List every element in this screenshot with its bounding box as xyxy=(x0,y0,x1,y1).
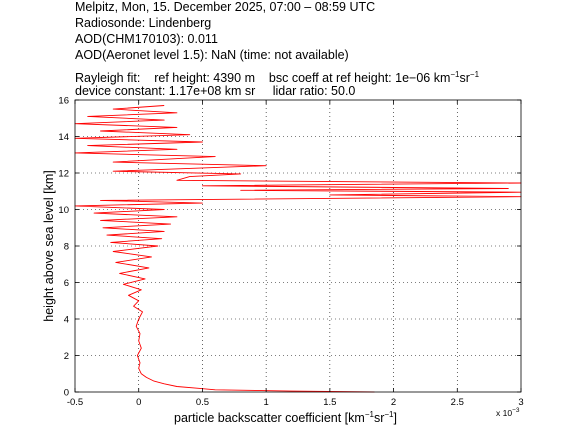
backscatter-profile-line xyxy=(74,105,522,393)
bsc-unit-exp1: −1 xyxy=(450,70,460,79)
radiosonde-line: Radiosonde: Lindenberg xyxy=(75,16,212,30)
device-constant-line: device constant: 1.17e+08 km sr lidar ra… xyxy=(75,84,355,98)
x-tick-label: 0 xyxy=(136,397,141,408)
rayleigh-fit-line: Rayleigh fit: ref height: 4390 m bsc coe… xyxy=(75,68,479,85)
x-label-exp2: −1 xyxy=(384,410,394,419)
y-tick-label: 8 xyxy=(64,242,69,253)
x-multiplier-base: x 10 xyxy=(496,408,513,418)
bsc-unit-sr: sr xyxy=(459,71,470,85)
x-axis-label: particle backscatter coefficient [km−1sr… xyxy=(174,410,397,425)
y-tick-label: 12 xyxy=(58,169,69,180)
x-tick-label: 2 xyxy=(391,397,396,408)
grid-lines xyxy=(75,100,521,392)
y-tick-label: 6 xyxy=(64,278,69,289)
bsc-coeff-prefix: bsc coeff at ref height: 1e−06 km xyxy=(268,71,451,85)
y-tick-label: 0 xyxy=(64,388,69,399)
x-axis-multiplier: x 10−3 xyxy=(496,407,520,418)
rayleigh-label: Rayleigh fit: xyxy=(75,71,141,85)
x-tick-label: 3 xyxy=(518,397,523,408)
x-tick-label: 2.5 xyxy=(451,397,464,408)
y-tick-label: 2 xyxy=(64,351,69,362)
x-tick-label: 0.5 xyxy=(196,397,209,408)
ref-height: ref height: 4390 m xyxy=(154,71,255,85)
device-constant: device constant: 1.17e+08 km sr xyxy=(75,84,256,98)
x-label-prefix: particle backscatter coefficient [km xyxy=(174,411,365,425)
x-tick-label: -0.5 xyxy=(67,397,83,408)
lidar-ratio: lidar ratio: 50.0 xyxy=(272,84,356,98)
aod-chm-line: AOD(CHM170103): 0.011 xyxy=(75,32,218,46)
profile-line-group xyxy=(74,105,522,393)
y-tick-label: 10 xyxy=(58,205,69,216)
x-tick-label: 1.5 xyxy=(323,397,336,408)
x-label-suffix: ] xyxy=(393,411,397,425)
title-line-location-date: Melpitz, Mon, 15. December 2025, 07:00 –… xyxy=(75,0,376,14)
bsc-coeff: bsc coeff at ref height: 1e−06 km−1sr−1 xyxy=(268,70,480,85)
y-tick-label: 16 xyxy=(58,96,69,107)
y-tick-label: 4 xyxy=(64,315,69,326)
aod-aeronet-line: AOD(Aeronet level 1.5): NaN (time: not a… xyxy=(75,48,349,62)
x-label-sr: sr xyxy=(373,411,385,425)
x-label-exp1: −1 xyxy=(364,410,374,419)
x-multiplier-exp: −3 xyxy=(512,407,520,414)
x-tick-label: 1 xyxy=(263,397,268,408)
bsc-unit-exp2: −1 xyxy=(469,70,480,79)
y-axis-label: height above sea level [km] xyxy=(42,170,56,322)
y-tick-label: 14 xyxy=(58,132,69,143)
